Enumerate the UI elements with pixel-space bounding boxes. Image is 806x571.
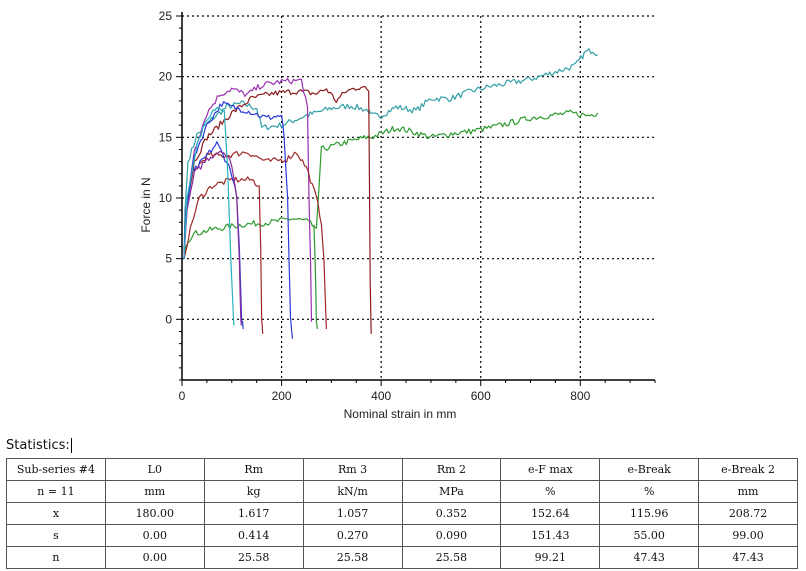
table-cell: 99.00 [698, 524, 798, 547]
x-axis-label: Nominal strain in mm [344, 407, 457, 421]
table-cell: 0.00 [104, 546, 205, 569]
x-tick-label: 0 [179, 389, 186, 403]
table-cell: x [6, 502, 106, 525]
header-cell: Rm 2 [401, 458, 502, 481]
y-tick-label: 5 [165, 252, 172, 266]
header-cell: e-Break [599, 458, 700, 481]
series-line-8 [183, 101, 294, 339]
unit-cell: % [599, 480, 700, 503]
table-cell: 151.43 [500, 524, 601, 547]
force-strain-chart: 0 5 10 15 20 25 0 200 400 600 800 Nominal strain i… [139, 9, 656, 421]
unit-cell: kN/m [302, 480, 403, 503]
table-cell: 180.00 [104, 502, 205, 525]
table-cell: n [6, 546, 106, 569]
table-cell: s [6, 524, 106, 547]
y-tick-label: 0 [165, 312, 172, 326]
x-tick-label: 200 [272, 389, 292, 403]
x-tick-label: 800 [570, 389, 590, 403]
table-cell: 0.270 [302, 524, 403, 547]
text-caret [70, 438, 72, 453]
header-cell: e-Break 2 [698, 458, 798, 481]
x-tick-label: 600 [471, 389, 491, 403]
table-cell: 0.414 [203, 524, 304, 547]
series-line-10 [183, 150, 243, 326]
series-line-1 [183, 48, 598, 259]
statistics-label: Statistics: [6, 438, 72, 453]
table-units-row: n = 11 mm kg kN/m MPa % % mm [6, 480, 798, 503]
table-cell: 47.43 [599, 546, 700, 569]
unit-cell: kg [203, 480, 304, 503]
statistics-table: Sub-series #4 L0 Rm Rm 3 Rm 2 e-F max e-… [6, 458, 798, 569]
header-cell: Rm 3 [302, 458, 403, 481]
chart-ticks: 0 5 10 15 20 25 0 200 400 600 800 [159, 9, 591, 403]
table-cell: 25.58 [302, 546, 403, 569]
table-cell: 25.58 [203, 546, 304, 569]
header-cell: Rm [203, 458, 304, 481]
series-line-11 [183, 106, 235, 326]
table-cell: 1.617 [203, 502, 304, 525]
y-tick-label: 25 [159, 9, 173, 23]
series-line-5 [183, 77, 313, 322]
y-tick-label: 20 [159, 70, 173, 84]
table-row: n 0.00 25.58 25.58 25.58 99.21 47.43 47.… [6, 546, 798, 569]
table-cell: 99.21 [500, 546, 601, 569]
table-cell: 115.96 [599, 502, 700, 525]
table-cell: 152.64 [500, 502, 601, 525]
header-cell: Sub-series #4 [6, 458, 106, 481]
table-cell: 47.43 [698, 546, 798, 569]
table-cell: 208.72 [698, 502, 798, 525]
series-line-4 [183, 85, 372, 334]
x-tick-label: 400 [371, 389, 391, 403]
y-tick-label: 15 [159, 130, 173, 144]
y-tick-label: 10 [159, 191, 173, 205]
table-cell: 0.352 [401, 502, 502, 525]
table-header-row: Sub-series #4 L0 Rm Rm 3 Rm 2 e-F max e-… [6, 458, 798, 481]
series-line-3 [313, 224, 318, 330]
unit-cell: n = 11 [6, 480, 106, 503]
table-cell: 55.00 [599, 524, 700, 547]
table-cell: 0.00 [104, 524, 205, 547]
table-cell: 1.057 [302, 502, 403, 525]
table-row: x 180.00 1.617 1.057 0.352 152.64 115.96… [6, 502, 798, 525]
unit-cell: mm [698, 480, 798, 503]
header-cell: e-F max [500, 458, 601, 481]
series-line-2 [183, 109, 599, 259]
unit-cell: % [500, 480, 601, 503]
table-cell: 25.58 [401, 546, 502, 569]
chart-grid [182, 15, 655, 380]
y-axis-label: Force in N [139, 177, 153, 232]
series-line-6 [183, 151, 327, 330]
chart-axes [176, 12, 656, 386]
header-cell: L0 [104, 458, 205, 481]
unit-cell: MPa [401, 480, 502, 503]
table-row: s 0.00 0.414 0.270 0.090 151.43 55.00 99… [6, 524, 798, 547]
series-line-7 [183, 176, 264, 334]
unit-cell: mm [104, 480, 205, 503]
table-cell: 0.090 [401, 524, 502, 547]
chart-series [183, 48, 599, 339]
